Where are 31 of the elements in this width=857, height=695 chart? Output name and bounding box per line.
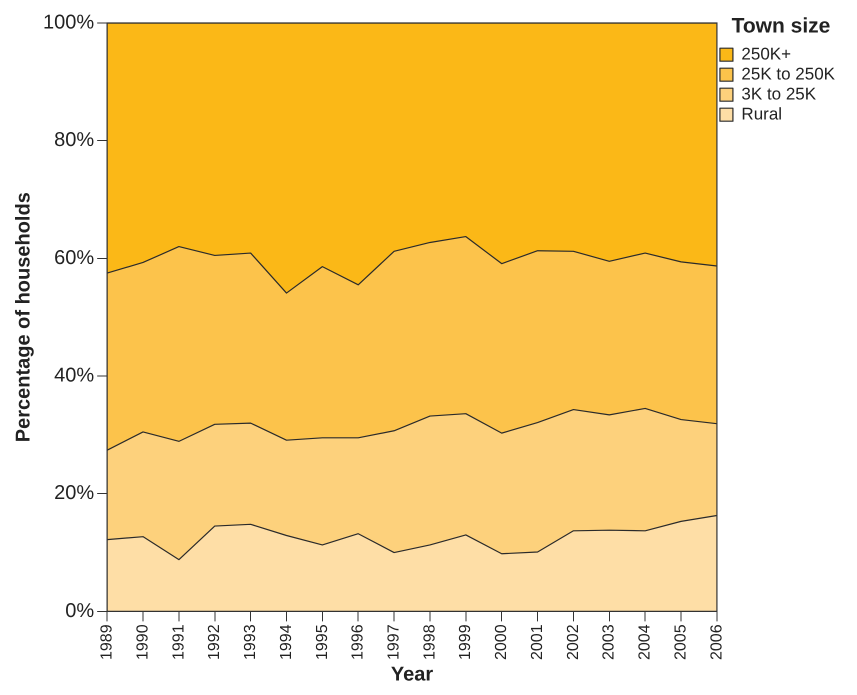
x-tick-label: 1993	[242, 624, 260, 660]
x-axis-title: Year	[390, 664, 434, 686]
x-tick-label: 2005	[672, 624, 690, 660]
x-tick-label: 2003	[600, 624, 618, 660]
x-tick-label: 1989	[98, 624, 116, 660]
x-tick-label: 1997	[386, 624, 403, 660]
x-tick-label: 1995	[314, 624, 331, 660]
x-tick-label: 2004	[636, 624, 654, 660]
x-tick-label: 1990	[134, 624, 152, 660]
x-tick-label: 2001	[528, 624, 546, 660]
x-tick-label: 2000	[493, 624, 510, 660]
x-tick-label: 1998	[421, 624, 438, 660]
legend-label: Rural	[741, 104, 782, 124]
x-tick-label: 1996	[350, 624, 367, 660]
y-axis-title: Percentage of households	[12, 192, 35, 442]
y-tick-label: 40%	[54, 364, 94, 387]
x-tick-label: 1999	[457, 624, 474, 660]
y-tick-label: 100%	[42, 12, 94, 34]
x-tick-label: 1992	[206, 624, 224, 660]
legend-title: Town size	[732, 14, 830, 38]
y-tick-label: 20%	[54, 482, 94, 504]
legend-label: 25K to 250K	[741, 64, 836, 84]
x-tick-label: 1994	[278, 624, 295, 660]
x-tick-label: 2006	[708, 624, 726, 660]
x-tick-label: 2002	[564, 624, 582, 660]
y-tick-label: 0%	[65, 600, 94, 622]
y-tick-label: 60%	[54, 246, 94, 269]
legend-label: 3K to 25K	[741, 84, 817, 104]
y-tick-label: 80%	[54, 129, 94, 152]
x-tick-label: 1991	[170, 624, 188, 660]
legend-label: 250K+	[741, 44, 792, 64]
